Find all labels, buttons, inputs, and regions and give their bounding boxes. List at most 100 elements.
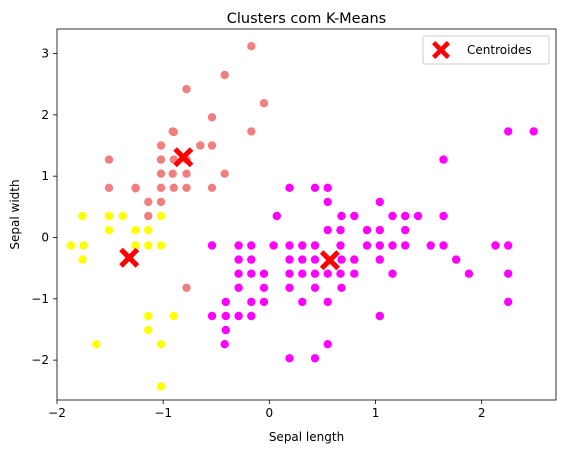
cluster-2-point-31 <box>401 241 410 250</box>
cluster-2-point-41 <box>337 255 346 264</box>
cluster-0-point-12 <box>104 155 114 164</box>
cluster-2-point-45 <box>234 269 243 278</box>
cluster-2-point-54 <box>388 269 397 278</box>
x-tick-label: −1 <box>154 406 172 420</box>
cluster-0-point-27 <box>131 184 140 193</box>
cluster-1-point-17 <box>156 340 166 349</box>
cluster-2-point-0 <box>529 127 538 136</box>
cluster-2-point-2 <box>439 155 448 164</box>
cluster-0-point-19 <box>169 183 178 192</box>
cluster-2-point-17 <box>362 225 372 235</box>
cluster-2-point-11 <box>388 211 397 221</box>
cluster-2-point-14 <box>439 211 448 221</box>
centroid-marker-1 <box>119 247 140 268</box>
cluster-2-point-59 <box>285 283 294 292</box>
cluster-0-point-15 <box>168 169 177 178</box>
x-tick-label: 0 <box>266 406 274 420</box>
cluster-0-point-17 <box>182 169 191 178</box>
cluster-0-point-22 <box>156 183 166 192</box>
cluster-2-point-19 <box>401 225 410 235</box>
cluster-2-point-26 <box>310 241 320 250</box>
cluster-0-point-8 <box>156 141 166 150</box>
cluster-2-point-40 <box>310 255 320 264</box>
cluster-2-point-1 <box>504 127 513 136</box>
cluster-1-point-11 <box>156 241 166 250</box>
cluster-2-point-60 <box>310 283 320 292</box>
cluster-2-point-12 <box>401 211 410 221</box>
x-tick-label: −2 <box>48 406 66 420</box>
cluster-2-point-38 <box>285 255 294 264</box>
legend-centroid-marker <box>432 41 450 59</box>
cluster-2-point-51 <box>323 269 332 278</box>
cluster-2-point-4 <box>310 183 320 192</box>
legend-box <box>422 35 550 65</box>
cluster-2-point-70 <box>234 311 243 321</box>
cluster-2-point-66 <box>323 297 332 307</box>
cluster-2-point-48 <box>285 269 294 278</box>
cluster-2-point-27 <box>336 241 345 250</box>
cluster-1-point-14 <box>169 311 178 321</box>
cluster-0-point-1 <box>220 70 229 80</box>
cluster-2-point-34 <box>491 241 500 250</box>
y-axis-label: Sepal width <box>8 179 22 249</box>
cluster-0-point-2 <box>182 84 191 94</box>
cluster-1-point-10 <box>144 241 153 250</box>
cluster-0-point-0 <box>247 42 256 51</box>
cluster-2-point-10 <box>375 197 384 207</box>
cluster-1-point-1 <box>104 211 114 221</box>
cluster-2-point-63 <box>247 297 256 307</box>
cluster-2-point-76 <box>285 354 294 363</box>
cluster-0-point-6 <box>169 127 178 137</box>
legend-label-centroides: Centroides <box>467 43 532 57</box>
y-tick-label: −1 <box>31 292 49 306</box>
cluster-2-point-8 <box>350 211 359 221</box>
cluster-2-point-5 <box>323 183 332 192</box>
cluster-2-point-3 <box>285 183 294 192</box>
cluster-1-point-18 <box>156 382 166 391</box>
centroid-marker-2 <box>319 250 340 271</box>
legend: Centroides <box>422 35 550 65</box>
cluster-1-point-6 <box>144 225 153 235</box>
cluster-2-point-29 <box>375 241 384 250</box>
cluster-2-point-7 <box>337 211 346 221</box>
cluster-1-point-8 <box>79 241 88 250</box>
y-tick-label: 0 <box>41 230 49 244</box>
y-axis: −2 −1 0 1 2 3 <box>31 47 57 367</box>
cluster-2-point-75 <box>323 340 332 349</box>
cluster-2-point-67 <box>504 297 513 307</box>
cluster-2-point-55 <box>464 269 474 278</box>
cluster-0-point-23 <box>182 183 191 192</box>
cluster-2-point-68 <box>207 311 217 321</box>
cluster-2-point-16 <box>336 225 345 235</box>
cluster-2-point-43 <box>375 255 384 264</box>
cluster-2-point-52 <box>336 269 345 278</box>
chart-title: Clusters com K-Means <box>227 11 387 27</box>
cluster-2-point-6 <box>272 211 281 221</box>
cluster-1-point-3 <box>156 211 166 221</box>
x-axis: −2 −1 0 1 2 <box>48 400 486 420</box>
x-tick-label: 2 <box>478 406 486 420</box>
cluster-2-point-36 <box>234 255 243 264</box>
cluster-2-point-21 <box>234 241 243 250</box>
cluster-2-point-23 <box>269 241 278 250</box>
cluster-0-point-29 <box>182 283 191 292</box>
cluster-2-point-46 <box>247 269 256 278</box>
cluster-1-point-13 <box>144 311 153 321</box>
centroids-layer <box>119 147 340 271</box>
cluster-2-point-22 <box>247 241 256 250</box>
cluster-0-point-4 <box>207 113 217 122</box>
cluster-2-point-53 <box>350 269 359 278</box>
cluster-2-point-18 <box>375 225 384 235</box>
cluster-0-point-7 <box>247 127 256 136</box>
cluster-2-point-9 <box>323 197 332 207</box>
cluster-2-point-44 <box>452 255 461 264</box>
cluster-2-point-58 <box>259 283 269 292</box>
cluster-2-point-57 <box>234 283 243 292</box>
cluster-0-point-13 <box>156 155 166 164</box>
cluster-2-point-32 <box>426 241 435 250</box>
cluster-0-point-25 <box>144 197 153 207</box>
cluster-0-point-26 <box>156 197 166 207</box>
cluster-2-point-30 <box>388 241 397 250</box>
